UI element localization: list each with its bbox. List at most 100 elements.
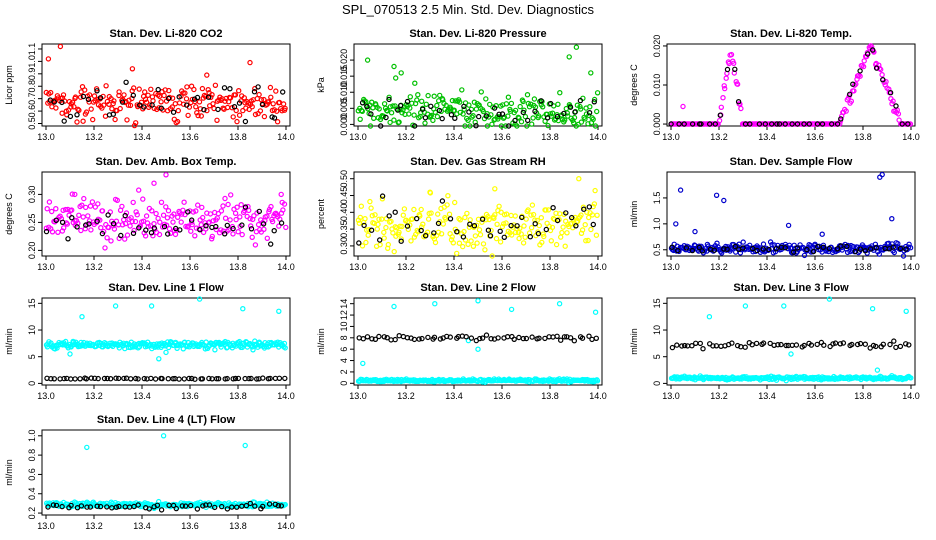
data-point (543, 226, 550, 233)
panel-title: Stan. Dev. Li-820 Temp. (730, 28, 852, 40)
data-point (536, 222, 543, 229)
y-tick-label: 1.0 (27, 430, 37, 443)
data-point (166, 225, 173, 232)
x-tick-label: 13.2 (710, 132, 728, 142)
data-point (182, 211, 188, 218)
data-point (130, 92, 136, 99)
data-point (897, 245, 904, 252)
data-point (753, 340, 760, 347)
data-point (231, 103, 238, 110)
data-point (814, 341, 820, 348)
data-point (545, 122, 551, 129)
data-point (591, 201, 598, 207)
data-point (98, 224, 104, 231)
data-point (194, 94, 201, 101)
data-point (213, 223, 219, 230)
data-point (221, 85, 228, 91)
data-point (826, 245, 833, 252)
data-point (85, 213, 91, 219)
data-point (95, 375, 101, 382)
data-point (200, 503, 206, 509)
data-point (384, 335, 390, 341)
data-point (95, 201, 101, 207)
data-point (440, 221, 446, 227)
data-point (428, 103, 434, 110)
data-point (59, 219, 66, 225)
data-point (88, 227, 94, 233)
series-main (355, 298, 601, 386)
outlier-point (163, 349, 169, 356)
data-point (121, 375, 127, 382)
data-point (229, 504, 235, 510)
data-point (425, 334, 431, 341)
data-point (74, 224, 80, 230)
data-point (512, 213, 519, 219)
data-point (524, 91, 531, 98)
y-tick-label: 0.005 (339, 97, 349, 120)
data-point (880, 341, 887, 347)
data-point (564, 110, 571, 116)
data-point (146, 506, 152, 512)
data-point (256, 91, 262, 98)
data-point (235, 375, 242, 382)
data-point (249, 234, 255, 240)
data-point (392, 336, 398, 343)
data-point (462, 214, 468, 221)
data-point (731, 60, 737, 67)
data-point (376, 106, 382, 112)
data-point (192, 233, 198, 239)
data-point (390, 230, 396, 236)
data-point (383, 224, 389, 231)
data-point (443, 216, 449, 222)
data-point (571, 114, 578, 121)
data-point (68, 104, 74, 110)
data-point (422, 120, 428, 126)
data-point (51, 99, 58, 105)
data-point (554, 217, 561, 224)
data-point (411, 112, 417, 118)
data-point (404, 223, 411, 229)
plot-frame (666, 297, 916, 386)
outlier-point (160, 433, 167, 439)
y-tick-label: 0.40 (339, 204, 349, 222)
outlier-point (677, 187, 684, 193)
chart-panel-1: Stan. Dev. Li-820 CO2 13.0 13.2 13.4 13.6 13.… (4, 28, 295, 142)
x-tick-label: 14.0 (902, 132, 920, 142)
data-point (460, 111, 466, 117)
data-point (508, 212, 514, 219)
data-point (518, 118, 525, 125)
data-point (794, 245, 801, 251)
data-point (425, 92, 431, 99)
data-point (232, 92, 239, 98)
y-axis-label: ml/min (4, 328, 14, 355)
data-point (449, 234, 455, 240)
data-point (712, 121, 719, 127)
chart-panel-5: Stan. Dev. Gas Stream RH 13.0 13.2 13.4 13.6… (316, 156, 607, 272)
data-point (107, 376, 114, 382)
data-point (157, 219, 163, 225)
data-point (431, 334, 438, 340)
y-tick-label: 0.50 (339, 170, 349, 188)
data-point (554, 113, 561, 120)
data-point (227, 85, 233, 92)
data-point (397, 102, 404, 109)
data-point (561, 334, 568, 340)
data-point (367, 198, 373, 205)
data-point (488, 112, 494, 118)
data-point (156, 231, 163, 238)
data-point (415, 228, 421, 235)
x-tick-label: 14.0 (589, 391, 607, 401)
data-point (483, 113, 489, 119)
data-point (778, 341, 784, 348)
data-point (188, 375, 195, 382)
data-point (386, 94, 392, 101)
data-point (48, 89, 54, 96)
series-reference (43, 204, 285, 247)
outlier-point (398, 70, 404, 76)
x-tick-label: 13.6 (493, 391, 511, 401)
y-tick-label: 12 (339, 310, 349, 320)
data-point (376, 216, 382, 222)
data-point (43, 228, 50, 235)
x-tick-label: 13.6 (181, 262, 199, 272)
outlier-point (819, 231, 825, 237)
